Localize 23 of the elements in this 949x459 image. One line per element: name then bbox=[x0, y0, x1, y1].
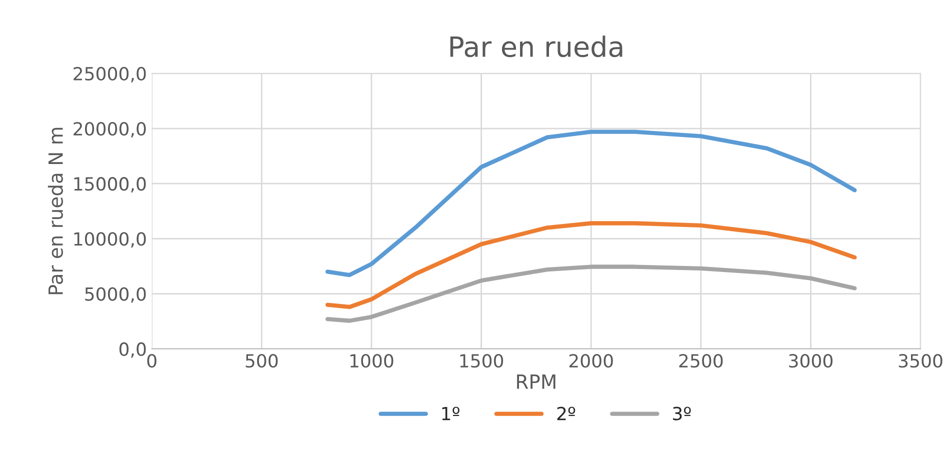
y-tick-label: 15000,0 bbox=[74, 177, 146, 193]
y-tick-label: 5000,0 bbox=[85, 287, 146, 303]
chart-title: Par en rueda bbox=[450, 36, 622, 58]
legend-label: 3º bbox=[673, 406, 691, 420]
legend-label: 2º bbox=[557, 406, 576, 420]
x-tick-label: 2500 bbox=[679, 354, 723, 368]
y-axis-title: Par en rueda N m bbox=[48, 128, 63, 294]
y-tick-label: 20000,0 bbox=[74, 122, 146, 138]
x-tick-label: 500 bbox=[246, 354, 278, 368]
line-series bbox=[325, 130, 857, 278]
y-tick-label: 10000,0 bbox=[74, 232, 146, 248]
legend-label: 1º bbox=[442, 406, 460, 420]
y-tick-label: 25000,0 bbox=[74, 66, 146, 82]
line-series bbox=[325, 221, 857, 310]
x-tick-label: 3000 bbox=[789, 354, 832, 368]
x-tick-label: 1500 bbox=[460, 354, 504, 368]
x-axis-title: RPM bbox=[517, 374, 556, 389]
x-tick-label: 2000 bbox=[569, 354, 613, 368]
x-tick-label: 3500 bbox=[898, 354, 942, 368]
line-series bbox=[325, 264, 857, 323]
x-tick-label: 1000 bbox=[350, 354, 394, 368]
y-tick-label: 0,0 bbox=[119, 342, 146, 358]
x-tick-label: 0 bbox=[147, 354, 156, 368]
